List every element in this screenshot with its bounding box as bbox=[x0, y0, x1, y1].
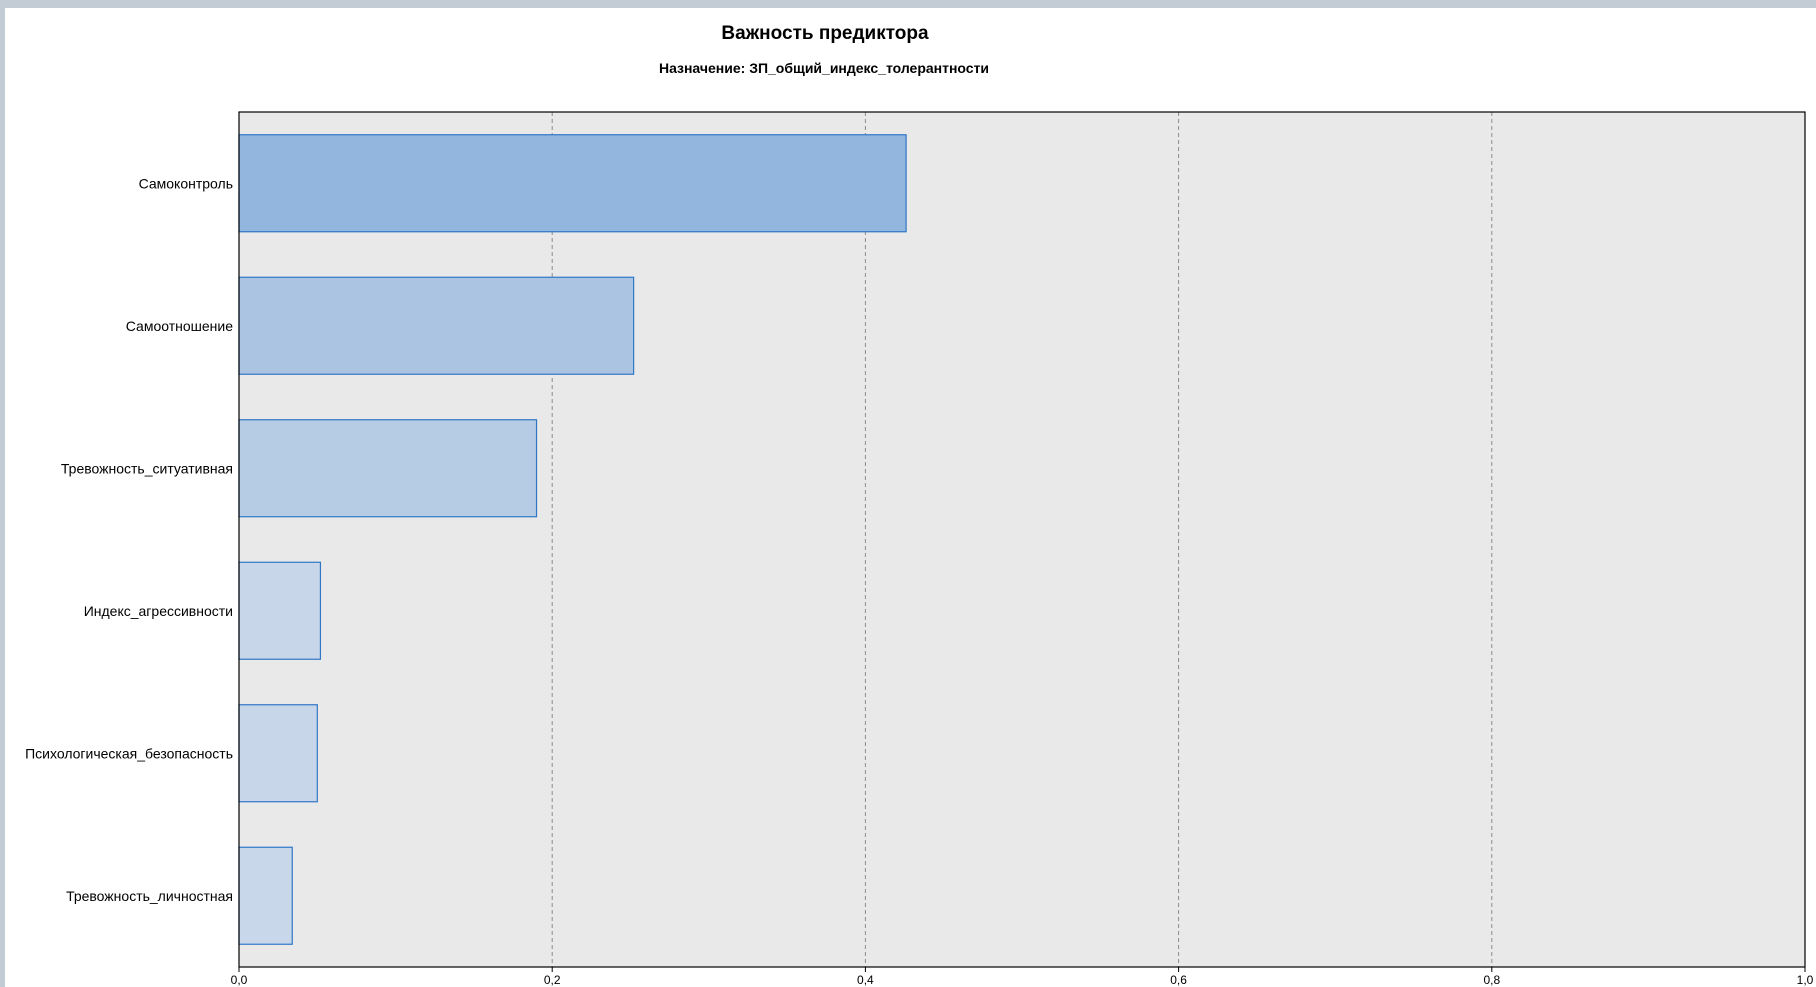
x-tick-label: 1,0 bbox=[1797, 973, 1814, 987]
x-tick-label: 0,0 bbox=[231, 973, 248, 987]
category-label: Индекс_агрессивности bbox=[84, 603, 233, 619]
x-tick-label: 0,8 bbox=[1483, 973, 1500, 987]
plot-border bbox=[238, 111, 1806, 968]
category-label: Тревожность_ситуативная bbox=[61, 460, 233, 476]
bar[interactable] bbox=[238, 276, 635, 375]
bar[interactable] bbox=[238, 561, 322, 660]
x-tick-label: 0,4 bbox=[857, 973, 874, 987]
bar[interactable] bbox=[238, 419, 538, 518]
category-label: Самоотношение bbox=[126, 318, 233, 334]
category-label: Психологическая_безопасность bbox=[25, 745, 233, 761]
predictor-importance-chart: Важность предиктора Назначение: ЗП_общий… bbox=[25, 23, 1814, 987]
chart-title: Важность предиктора bbox=[721, 23, 929, 44]
bar[interactable] bbox=[238, 846, 293, 945]
chart-subtitle: Назначение: ЗП_общий_индекс_толерантност… bbox=[659, 60, 989, 76]
plot-area: Самоконтроль Самоотношение Тревожность_сит… bbox=[25, 111, 1814, 987]
plot-background bbox=[239, 112, 1805, 967]
category-label: Самоконтроль bbox=[139, 175, 233, 191]
x-tick-label: 0,6 bbox=[1170, 973, 1187, 987]
category-label: Тревожность_личностная bbox=[66, 888, 233, 904]
x-tick-label: 0,2 bbox=[544, 973, 561, 987]
chart-window: Важность предиктора Назначение: ЗП_общий… bbox=[5, 8, 1816, 987]
bar[interactable] bbox=[238, 704, 318, 803]
bar[interactable] bbox=[238, 134, 907, 233]
